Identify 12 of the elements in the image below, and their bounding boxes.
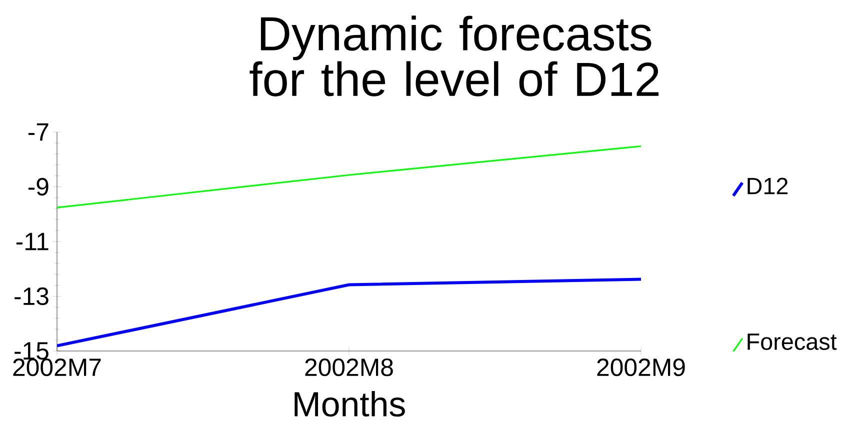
legend-label: D12 — [748, 178, 788, 194]
y-tick-label: -15 — [14, 342, 48, 360]
x-tick-label: 2002M8 — [305, 358, 393, 376]
y-tick-label: -9 — [28, 178, 48, 196]
y-tick-label: -13 — [14, 287, 48, 306]
legend-label: Forecast — [748, 334, 837, 350]
y-tick-label: -7 — [28, 123, 48, 141]
x-tick-label: 2002M7 — [13, 358, 101, 376]
x-axis-title: Months — [294, 390, 405, 417]
x-tick-label: 2002M9 — [597, 358, 685, 376]
y-tick-label: -11 — [16, 232, 48, 250]
chart-title: Dynamic forecasts for the level of D12 — [250, 16, 659, 96]
